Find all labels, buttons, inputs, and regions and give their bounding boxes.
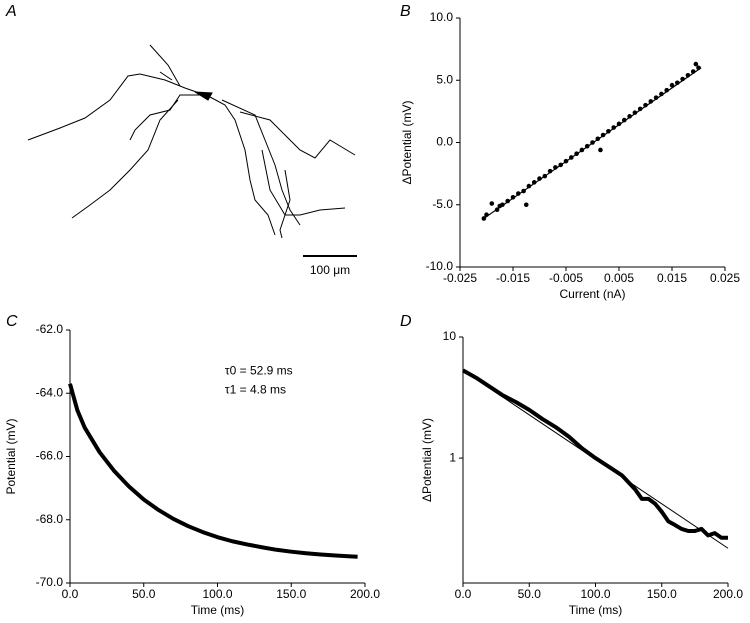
- y-tick-label: -64.0: [36, 385, 64, 399]
- x-tick-label: 0.015: [657, 271, 687, 285]
- x-tick-label: 50.0: [518, 587, 542, 601]
- x-tick-label: 100.0: [202, 587, 232, 601]
- data-point: [632, 110, 638, 115]
- panel-label: C: [6, 313, 18, 330]
- data-line: [462, 369, 729, 549]
- panel-label: B: [400, 3, 411, 20]
- x-tick-label: 0.0: [455, 587, 472, 601]
- y-tick-label: -62.0: [36, 322, 64, 336]
- x-axis-label: Time (ms): [569, 603, 623, 617]
- y-tick-label: -66.0: [36, 449, 64, 463]
- x-tick-label: 0.005: [604, 271, 634, 285]
- x-tick-label: -0.015: [496, 271, 530, 285]
- y-tick-label: 10: [443, 329, 457, 343]
- y-tick-label: 5.0: [436, 72, 453, 86]
- data-point: [489, 201, 495, 206]
- data-point: [669, 82, 675, 88]
- x-tick-label: -0.025: [443, 271, 477, 285]
- y-tick-label: 10.0: [430, 10, 454, 24]
- y-tick-label: -5.0: [432, 197, 453, 211]
- y-tick-label: -10.0: [426, 259, 454, 273]
- y-tick-label: 0.0: [436, 135, 453, 149]
- scale-bar-label: 100 μm: [310, 263, 350, 277]
- data-line: [68, 383, 358, 559]
- data-point: [526, 183, 532, 189]
- y-axis-label: ΔPotential (mV): [400, 100, 414, 184]
- data-line: [483, 67, 702, 219]
- x-tick-label: 150.0: [276, 587, 306, 601]
- data-line: [462, 368, 728, 540]
- y-tick-label: 1: [449, 450, 456, 464]
- x-axis-label: Current (nA): [559, 287, 625, 301]
- x-tick-label: 200.0: [350, 587, 380, 601]
- data-point: [523, 202, 529, 208]
- panel-label: D: [400, 313, 412, 330]
- x-tick-label: 0.0: [62, 587, 79, 601]
- annotation: τ0 = 52.9 ms: [225, 363, 293, 377]
- y-tick-label: -68.0: [36, 512, 64, 526]
- x-tick-label: 100.0: [580, 587, 610, 601]
- data-point: [531, 180, 537, 185]
- data-point: [637, 106, 643, 112]
- y-axis-label: ΔPotential (mV): [420, 418, 434, 502]
- x-tick-label: 50.0: [132, 587, 156, 601]
- neuron-drawing: [27, 44, 356, 239]
- data-point: [693, 61, 699, 67]
- data-point: [598, 147, 603, 153]
- y-axis-label: Potential (mV): [4, 418, 18, 494]
- x-tick-label: 150.0: [647, 587, 677, 601]
- panel-label: A: [5, 3, 17, 20]
- x-axis-label: Time (ms): [191, 603, 245, 617]
- x-tick-label: -0.005: [549, 271, 583, 285]
- y-tick-label: -70.0: [36, 575, 64, 589]
- x-tick-label: 200.0: [713, 587, 743, 601]
- annotation: τ1 = 4.8 ms: [225, 382, 286, 396]
- x-tick-label: 0.025: [710, 271, 740, 285]
